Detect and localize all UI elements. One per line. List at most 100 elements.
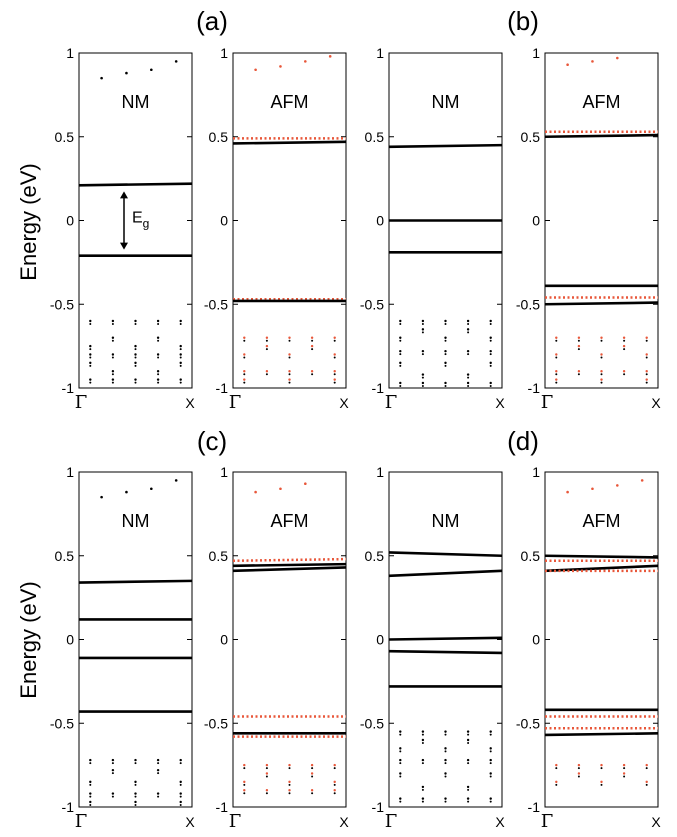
band-dot xyxy=(467,788,470,791)
band-dot xyxy=(399,381,402,385)
band-dot xyxy=(288,353,291,356)
panel-title: AFM xyxy=(583,92,621,112)
band-dot xyxy=(179,783,182,786)
band-dot xyxy=(444,747,447,750)
band-dot xyxy=(89,762,92,765)
y-tick-label: 0.5 xyxy=(521,129,541,145)
band-dot-top xyxy=(304,60,307,63)
band-dot xyxy=(111,319,115,323)
band-dot xyxy=(89,381,92,384)
band-dot xyxy=(333,780,336,784)
band-panel: 1 0.5 0 -0.5 -1Γ X AFM xyxy=(204,45,349,413)
band-dot xyxy=(288,767,291,770)
band-dot xyxy=(265,763,269,767)
band-dot xyxy=(421,797,425,800)
y-tick-label: 0 xyxy=(66,213,74,229)
band-dot xyxy=(111,356,114,359)
band-dot xyxy=(333,353,336,356)
band-dot xyxy=(421,373,425,376)
band-dot xyxy=(577,763,581,767)
band-dot xyxy=(134,792,137,795)
y-tick-label: -0.5 xyxy=(516,296,540,312)
band-dot xyxy=(645,763,648,767)
y-tick-label: 0 xyxy=(220,213,228,229)
x-tick-label-gamma: Γ xyxy=(229,811,242,832)
band-dot-top xyxy=(616,56,619,60)
band-dot-top xyxy=(174,60,178,63)
band-dot xyxy=(243,336,246,339)
band-dot xyxy=(444,797,447,800)
band-panel: 1 0.5 0 -0.5 -1Γ X NM xyxy=(360,464,505,832)
band-dot xyxy=(421,328,425,331)
band-dot xyxy=(311,339,314,342)
band-line xyxy=(388,143,503,149)
x-tick-label-gamma: Γ xyxy=(541,811,554,832)
band-dot xyxy=(399,730,402,733)
band-dot xyxy=(467,331,470,334)
band-line xyxy=(544,133,659,139)
band-line xyxy=(388,551,503,558)
y-tick-label: 0 xyxy=(220,632,228,648)
band-dot-top xyxy=(174,479,178,482)
band-dot xyxy=(265,339,268,342)
band-dot xyxy=(265,336,269,339)
band-dot xyxy=(134,361,137,365)
panel-title: NM xyxy=(122,511,150,531)
band-panel: 1 0.5 0 -0.5 -1Γ X NM xyxy=(50,464,195,832)
y-tick-label: 0 xyxy=(532,213,540,229)
x-tick-label-gamma: Γ xyxy=(541,392,554,413)
band-dot xyxy=(111,373,114,376)
panel-title: NM xyxy=(432,511,460,531)
band-dot xyxy=(645,353,648,356)
band-dot xyxy=(134,803,137,806)
x-tick-label-x: X xyxy=(185,814,195,830)
band-dot xyxy=(157,323,160,325)
band-line xyxy=(544,554,659,559)
y-tick-label: -0.5 xyxy=(50,715,74,731)
gap-arrow-head-up xyxy=(120,191,128,199)
band-dot xyxy=(622,763,626,767)
y-tick-label: -1 xyxy=(528,380,541,396)
band-dot xyxy=(466,797,470,800)
band-panel: 1 0.5 0 -0.5 -1Γ X AFM xyxy=(204,464,349,832)
band-dot xyxy=(555,339,558,342)
band-dot xyxy=(134,783,137,786)
y-tick-label: 1 xyxy=(66,464,74,480)
band-dot xyxy=(444,800,447,803)
band-dot-top xyxy=(616,484,619,487)
band-dot xyxy=(288,378,291,381)
band-dot xyxy=(444,750,447,753)
band-dot xyxy=(179,780,182,784)
band-dot xyxy=(179,319,182,323)
band-dot-top xyxy=(125,490,128,494)
band-dot xyxy=(333,370,336,373)
band-dot xyxy=(157,373,160,376)
band-dot xyxy=(399,319,402,323)
group-label-c: (c) xyxy=(197,426,227,456)
band-dot xyxy=(444,772,447,775)
y-tick-label: 0.5 xyxy=(55,129,75,145)
band-dot xyxy=(600,780,603,784)
band-dot xyxy=(600,783,603,786)
band-line xyxy=(388,649,503,655)
band-dot xyxy=(89,319,92,323)
band-dot xyxy=(577,336,581,339)
band-dot xyxy=(89,356,92,359)
band-dot xyxy=(555,381,558,384)
band-line-afm xyxy=(232,557,347,563)
band-dot xyxy=(489,336,492,339)
band-dot xyxy=(645,783,648,786)
band-dot xyxy=(243,780,246,784)
band-dot xyxy=(288,780,291,784)
band-dot xyxy=(89,800,92,804)
band-dot xyxy=(157,795,160,798)
band-dot xyxy=(645,381,648,384)
band-dot xyxy=(623,767,626,770)
x-tick-label-x: X xyxy=(651,814,661,830)
band-dot xyxy=(89,783,92,786)
band-dot xyxy=(623,775,626,778)
y-tick-label: 0.5 xyxy=(521,548,541,564)
band-dot xyxy=(111,768,115,772)
band-dot xyxy=(600,356,603,359)
